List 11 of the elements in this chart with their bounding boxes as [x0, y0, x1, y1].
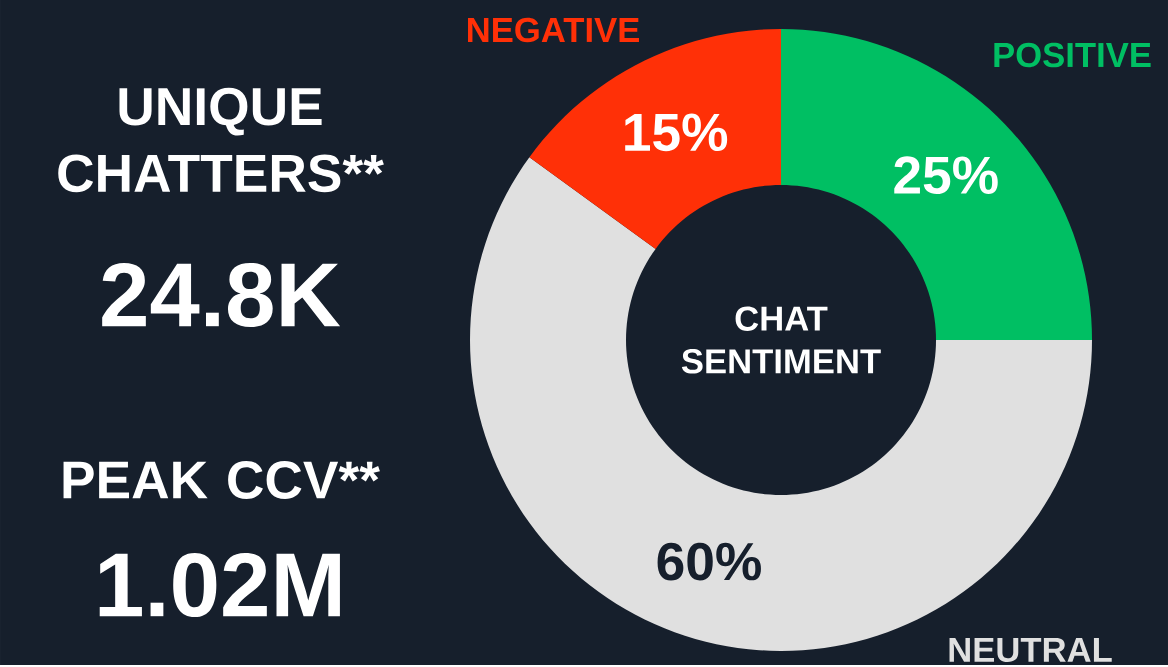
slice-label: NEUTRAL — [949, 638, 1112, 663]
data-label: 25% — [894, 156, 998, 195]
text: CHAT SENTIMENT — [681, 306, 881, 374]
text: UNIQUE CHATTERS** — [58, 88, 384, 193]
text: 1.02M — [99, 553, 340, 618]
slice-label: NEGATIVE — [468, 17, 639, 43]
data-label: 15% — [625, 113, 728, 152]
text: PEAK CCV** — [63, 461, 380, 500]
slice-label: POSITIVE — [994, 42, 1151, 68]
data-label: 60% — [657, 542, 761, 581]
text: 24.8K — [102, 263, 341, 328]
